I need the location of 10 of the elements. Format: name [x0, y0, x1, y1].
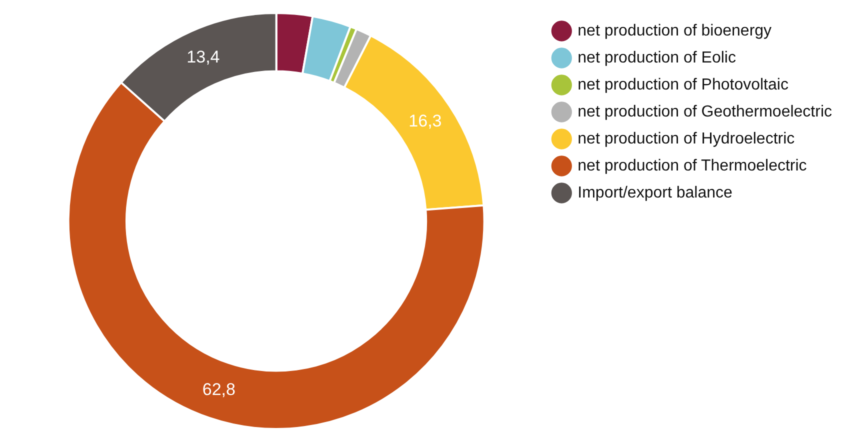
legend-label: net production of Photovoltaic	[578, 76, 788, 94]
legend-label: Import/export balance	[578, 184, 732, 202]
data-label: 13,4	[186, 47, 220, 66]
legend-label: net production of Hydroelectric	[578, 130, 795, 148]
legend-label: net production of bioenergy	[578, 22, 772, 40]
legend-label: net production of Thermoelectric	[578, 157, 807, 174]
legend-label: net production of Eolic	[578, 49, 736, 66]
data-label: 16,3	[408, 112, 442, 131]
legend-label: net production of Geothermoelectric	[578, 103, 832, 120]
data-label: 62,8	[202, 380, 236, 400]
